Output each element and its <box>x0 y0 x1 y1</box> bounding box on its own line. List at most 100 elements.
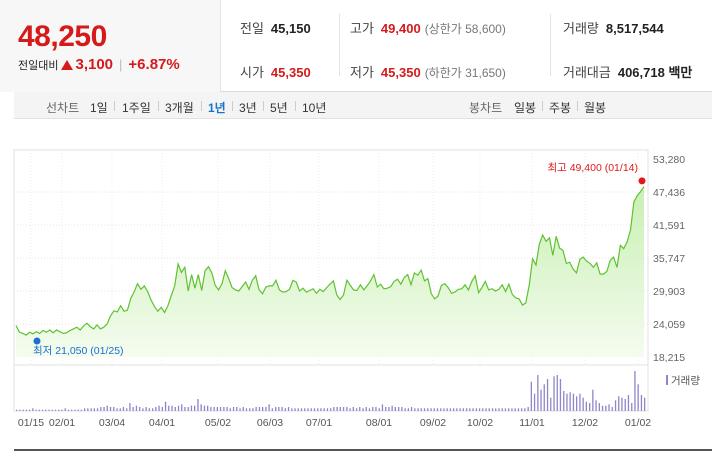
candle-weekly-button[interactable]: 주봉 <box>549 101 572 115</box>
volume-bar <box>362 408 364 411</box>
change-percent: +6.87% <box>128 56 180 73</box>
volume-bar <box>355 408 358 411</box>
volume-bar <box>219 407 222 411</box>
volume-bar <box>514 408 516 411</box>
volume-bar <box>297 408 299 411</box>
price-chart[interactable]: 53,280 47,436 41,591 35,747 29,903 24,059 18,2… <box>0 140 712 453</box>
x-tick-label: 09/02 <box>420 417 446 429</box>
volume-bar <box>41 409 44 411</box>
volume-bar <box>262 407 264 411</box>
volume-bar <box>614 400 617 411</box>
divider <box>577 101 578 111</box>
volume-bar <box>546 379 549 411</box>
volume-bar <box>430 408 432 411</box>
volume-bar <box>482 408 484 411</box>
volume-bar <box>207 405 209 411</box>
volume-bar <box>618 396 620 411</box>
volume-bar <box>524 408 526 411</box>
volume-bar <box>200 404 202 411</box>
stat-value: 45,150 <box>270 21 311 36</box>
volume-bar <box>291 408 293 411</box>
volume-bar <box>398 407 400 411</box>
x-tick-label: 12/02 <box>572 417 598 429</box>
volume-bar <box>553 376 555 411</box>
volume-bar <box>320 408 322 411</box>
volume-bar <box>109 407 112 411</box>
volume-bar <box>359 407 361 411</box>
volume-bar <box>255 407 257 411</box>
volume-bar <box>550 397 552 411</box>
volume-bar <box>67 409 70 411</box>
volume-bar <box>436 408 439 411</box>
candle-daily-button[interactable]: 일봉 <box>514 101 537 115</box>
volume-bar <box>223 407 225 411</box>
volume-bar <box>404 408 406 411</box>
period-1y-button[interactable]: 1년 <box>208 101 226 115</box>
divider <box>550 14 551 76</box>
volume-bar <box>281 407 283 411</box>
volume-bar <box>84 408 86 411</box>
stat-open: 시가 45,350 <box>240 62 311 81</box>
divider <box>295 101 296 111</box>
volume-bar <box>407 408 409 411</box>
volume-bar <box>414 408 416 411</box>
stat-value: 406,718 백만 <box>617 65 693 80</box>
volume-bar <box>556 375 558 411</box>
volume-bar <box>336 407 338 411</box>
volume-bar <box>16 409 18 411</box>
volume-bar <box>265 407 267 411</box>
period-3m-button[interactable]: 3개월 <box>165 101 194 115</box>
volume-bar <box>624 399 626 411</box>
volume-bar <box>287 407 290 411</box>
volume-bar <box>271 408 273 411</box>
volume-bar <box>417 408 419 411</box>
period-10y-button[interactable]: 10년 <box>302 101 327 115</box>
period-1d-button[interactable]: 1일 <box>90 101 108 115</box>
volume-bar <box>453 408 455 411</box>
volume-bar <box>563 391 565 411</box>
volume-bar <box>181 404 183 411</box>
volume-bar <box>605 405 607 411</box>
period-3y-button[interactable]: 3년 <box>239 101 257 115</box>
volume-bar <box>572 393 575 411</box>
volume-bar <box>232 407 235 411</box>
stat-value: 8,517,544 <box>605 21 664 36</box>
volume-bar <box>197 399 199 411</box>
line-chart-title: 선차트 <box>46 101 80 115</box>
volume-bar <box>58 409 60 411</box>
volume-bar <box>462 408 464 411</box>
volume-bar <box>333 407 335 411</box>
volume-bar <box>595 400 597 411</box>
y-tick-label: 47,436 <box>653 187 685 199</box>
volume-bar <box>194 405 196 411</box>
volume-bar <box>339 407 341 411</box>
stat-low: 저가 45,350 (하한가 31,650) <box>350 62 506 81</box>
candle-monthly-button[interactable]: 월봉 <box>584 101 607 115</box>
stats-panel: 전일 45,150 고가 49,400 (상한가 58,600) 거래량 8,517,5… <box>222 0 712 92</box>
divider <box>542 101 543 111</box>
volume-bar <box>119 408 121 411</box>
stat-label: 전일 <box>240 21 264 36</box>
volume-bar <box>161 407 163 411</box>
stat-label: 시가 <box>240 65 264 80</box>
stat-volume: 거래량 8,517,544 <box>563 18 664 37</box>
volume-bar <box>90 408 92 411</box>
volume-bar <box>145 407 147 411</box>
volume-bar <box>533 393 536 411</box>
volume-bar <box>239 408 241 411</box>
period-1w-button[interactable]: 1주일 <box>122 101 151 115</box>
divider <box>201 101 202 111</box>
volume-bar <box>410 407 413 411</box>
y-tick-label: 41,591 <box>653 220 685 232</box>
period-5y-button[interactable]: 5년 <box>270 101 288 115</box>
volume-bar <box>375 407 377 411</box>
stat-label: 저가 <box>350 65 374 80</box>
volume-bar <box>54 409 57 411</box>
volume-bar <box>323 408 325 411</box>
price-box: 48,250 전일대비 3,100 | +6.87% <box>0 0 221 92</box>
volume-bar <box>236 407 238 411</box>
price-area-fill <box>16 186 644 357</box>
volume-bar <box>342 407 345 411</box>
volume-bar <box>472 408 474 411</box>
volume-bar <box>249 408 251 411</box>
